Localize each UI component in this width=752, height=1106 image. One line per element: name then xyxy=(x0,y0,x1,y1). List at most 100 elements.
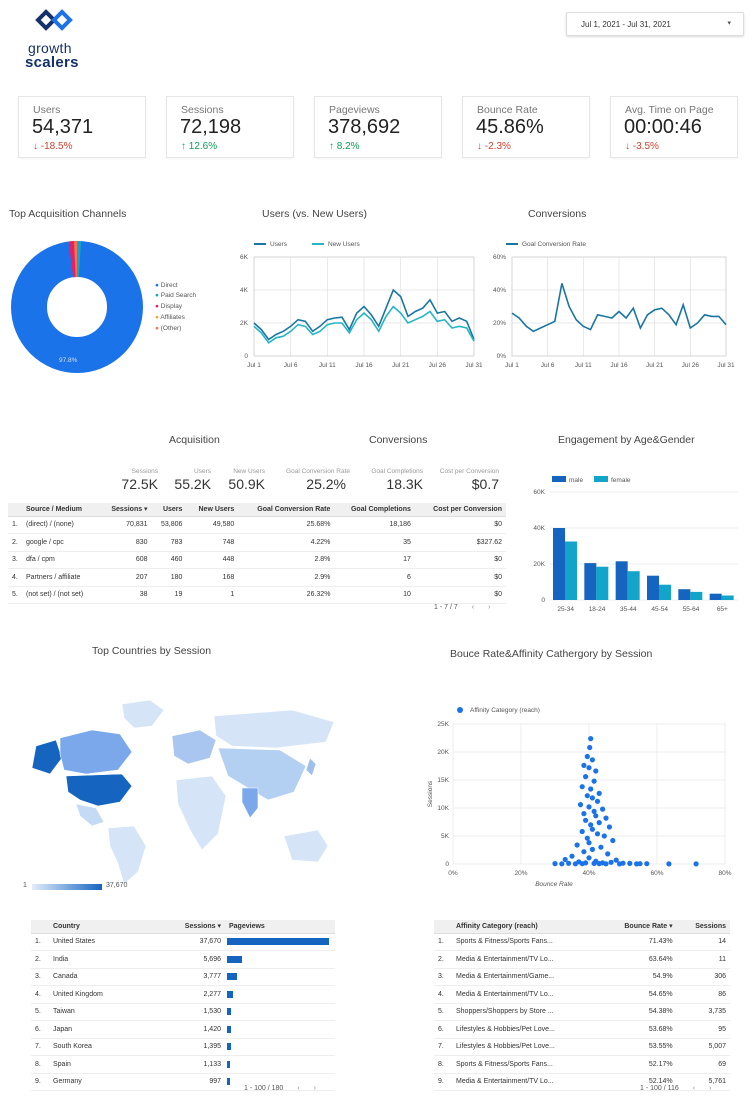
column-header[interactable]: Affinity Category (reach) xyxy=(452,920,600,934)
scatter-point[interactable] xyxy=(587,744,593,751)
column-header[interactable]: Cost per Conversion xyxy=(414,503,506,517)
column-header[interactable]: Goal Completions xyxy=(334,503,415,517)
table-row[interactable]: 9. Germany 997 xyxy=(31,1073,335,1091)
scatter-point[interactable] xyxy=(627,860,633,866)
scatter-point[interactable] xyxy=(596,820,602,826)
table-row[interactable]: 3. Media & Entertainment/Game... 54.9% 306 xyxy=(434,968,730,986)
chevron-left-icon[interactable]: ‹ xyxy=(692,1085,696,1092)
bar-male-45-54[interactable] xyxy=(647,575,659,600)
scatter-point[interactable] xyxy=(589,757,595,763)
scatter-point[interactable] xyxy=(605,851,611,857)
scatter-point[interactable] xyxy=(572,861,578,867)
scatter-point[interactable] xyxy=(608,859,614,865)
scatter-point[interactable] xyxy=(606,824,612,830)
scatter-point[interactable] xyxy=(603,861,609,867)
scatter-point[interactable] xyxy=(586,765,592,771)
bar-female-35-44[interactable] xyxy=(627,571,640,600)
scatter-point[interactable] xyxy=(588,736,594,742)
bar-male-55-64[interactable] xyxy=(678,589,691,600)
bar-female-65+[interactable] xyxy=(721,595,734,601)
bar-male-18-24[interactable] xyxy=(584,563,597,600)
scatter-point[interactable] xyxy=(593,813,599,819)
chevron-right-icon[interactable]: › xyxy=(313,1085,316,1092)
series-line-users[interactable] xyxy=(253,288,475,341)
table-row[interactable]: 4. Media & Entertainment/TV Lo... 54.65% 86 xyxy=(434,985,730,1004)
scatter-point[interactable] xyxy=(581,849,587,855)
series-line-goal-conversion-rate[interactable] xyxy=(511,283,727,333)
table-row[interactable]: 4. Partners / affiliate 207 180 168 2.9% 6 $0 xyxy=(8,568,506,587)
table-row[interactable]: 1. United States 37,670 xyxy=(31,933,335,951)
table-row[interactable]: 3. Canada 3,777 xyxy=(31,968,335,986)
donut-slice-display[interactable] xyxy=(68,241,76,278)
column-header[interactable]: Country xyxy=(49,920,149,934)
scatter-point[interactable] xyxy=(583,817,589,823)
bar-female-25-34[interactable] xyxy=(565,541,577,601)
scatter-point[interactable] xyxy=(634,861,640,867)
donut-slice-other[interactable] xyxy=(74,241,77,277)
scatter-point[interactable] xyxy=(562,856,568,863)
scatter-point[interactable] xyxy=(584,793,590,799)
scatter-point[interactable] xyxy=(579,861,585,867)
scatter-point[interactable] xyxy=(581,762,587,768)
chevron-left-icon[interactable]: ‹ xyxy=(297,1085,300,1092)
scatter-point[interactable] xyxy=(591,778,597,784)
scatter-point[interactable] xyxy=(552,861,558,867)
scatter-point[interactable] xyxy=(586,840,592,846)
table-row[interactable]: 2. google / cpc 830 783 748 4.22% 35 $327.62 xyxy=(8,533,506,552)
chevron-right-icon[interactable]: › xyxy=(709,1085,712,1092)
scatter-point[interactable] xyxy=(559,861,565,867)
bar-female-45-54[interactable] xyxy=(659,584,671,600)
bar-male-25-34[interactable] xyxy=(553,528,565,600)
scatter-point[interactable] xyxy=(594,798,601,804)
scatter-point[interactable] xyxy=(644,861,650,867)
scatter-point[interactable] xyxy=(594,831,601,837)
scatter-point[interactable] xyxy=(569,853,575,859)
table-row[interactable]: 5. Taiwan 1,530 xyxy=(31,1003,335,1021)
scatter-point[interactable] xyxy=(566,860,572,866)
scatter-point[interactable] xyxy=(579,828,585,835)
scatter-point[interactable] xyxy=(579,784,585,790)
chevron-left-icon[interactable]: ‹ xyxy=(471,604,475,611)
bar-male-35-44[interactable] xyxy=(615,561,628,600)
scatter-point[interactable] xyxy=(584,753,590,760)
column-header[interactable]: Source / Medium xyxy=(22,503,100,517)
legend-item-other[interactable]: ● (Other) xyxy=(155,325,182,332)
legend-item-display[interactable]: ● Display xyxy=(155,303,183,310)
scatter-point[interactable] xyxy=(586,855,592,861)
column-header[interactable]: Pageviews xyxy=(225,920,335,934)
scatter-point[interactable] xyxy=(598,844,604,850)
world-map[interactable] xyxy=(22,696,338,886)
bar-male-65+[interactable] xyxy=(709,593,722,600)
table-row[interactable]: 1. (direct) / (none) 70,831 53,806 49,580 25.… xyxy=(8,516,506,534)
series-line-new-users[interactable] xyxy=(253,305,475,344)
scatter-point[interactable] xyxy=(600,806,606,812)
scatter-point[interactable] xyxy=(581,811,587,817)
scatter-point[interactable] xyxy=(591,808,597,814)
donut-slice-paid-search[interactable] xyxy=(77,240,82,278)
scatter-point[interactable] xyxy=(593,768,599,774)
scatter-point[interactable] xyxy=(601,833,607,839)
table-row[interactable]: 8. Spain 1,133 xyxy=(31,1055,335,1074)
table-row[interactable]: 1. Sports & Fitness/Sports Fans... 71.43% 1… xyxy=(434,933,730,951)
column-header[interactable]: New Users xyxy=(186,503,239,517)
scatter-point[interactable] xyxy=(617,861,623,867)
legend-item-paid-search[interactable]: ● Paid Search xyxy=(155,292,197,299)
column-header-sorted[interactable]: Sessions ▾ xyxy=(99,503,152,517)
scatter-point[interactable] xyxy=(603,815,609,821)
legend-item-direct[interactable]: ● Direct xyxy=(155,282,178,289)
column-header-sorted[interactable]: Sessions ▾ xyxy=(148,920,225,934)
bar-female-18-24[interactable] xyxy=(596,566,609,600)
scatter-point[interactable] xyxy=(589,826,595,832)
bar-female-55-64[interactable] xyxy=(690,591,703,600)
scatter-point[interactable] xyxy=(577,802,584,808)
scatter-point[interactable] xyxy=(589,795,595,801)
scatter-point[interactable] xyxy=(591,860,597,866)
date-range-picker[interactable]: Jul 1, 2021 - Jul 31, 2021 ▾ xyxy=(566,12,744,36)
table-row[interactable]: 7. South Korea 1,395 xyxy=(31,1038,335,1056)
column-header[interactable]: Goal Conversion Rate xyxy=(238,503,335,517)
table-row[interactable]: 9. Media & Entertainment/TV Lo... 52.14% 5,… xyxy=(434,1073,730,1091)
table-row[interactable]: 6. Lifestyles & Hobbies/Pet Love... 53.68%… xyxy=(434,1020,730,1039)
scatter-point[interactable] xyxy=(588,786,594,792)
column-header[interactable]: Sessions xyxy=(676,920,730,934)
scatter-point[interactable] xyxy=(693,861,699,867)
